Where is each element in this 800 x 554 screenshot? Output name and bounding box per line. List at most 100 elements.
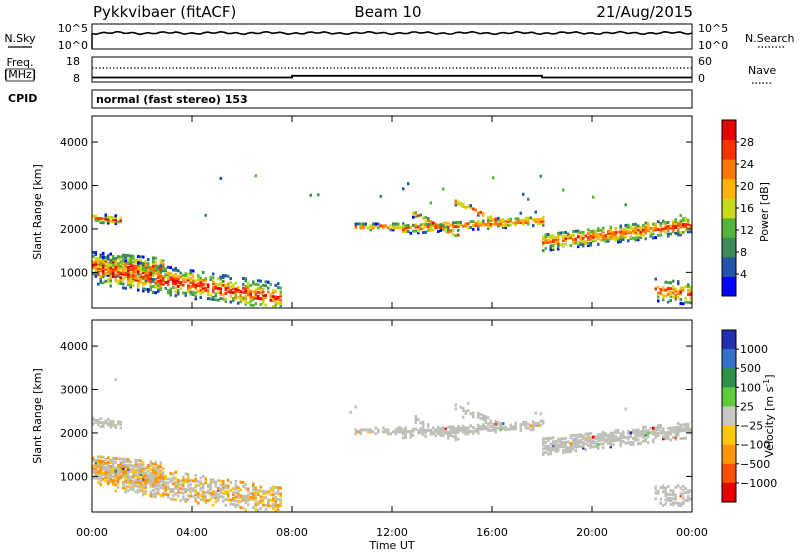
- power-ylabel: Slant Range [km]: [31, 164, 44, 260]
- scatter-cell: [384, 428, 387, 432]
- scatter-cell: [169, 293, 172, 297]
- scatter-cell: [254, 282, 257, 286]
- scatter-cell: [614, 230, 617, 234]
- scatter-cell: [487, 416, 490, 420]
- scatter-cell: [687, 430, 690, 434]
- scatter-cell: [112, 218, 115, 222]
- scatter-cell: [212, 286, 215, 290]
- scatter-cell: [542, 447, 545, 451]
- scatter-cell: [527, 426, 530, 430]
- scatter-cell: [454, 434, 457, 438]
- scatter-cell: [234, 293, 237, 297]
- scatter-cell: [124, 459, 127, 463]
- scatter-cell: [679, 502, 682, 506]
- scatter-cell: [219, 289, 222, 293]
- scatter-cell: [539, 419, 542, 423]
- scatter-cell: [209, 293, 212, 297]
- scatter-cell: [127, 467, 130, 471]
- scatter-cell: [499, 219, 502, 223]
- scatter-cell: [472, 426, 475, 430]
- scatter-cell: [439, 427, 442, 431]
- scatter-cell: [619, 234, 622, 238]
- scatter-cell: [184, 489, 187, 493]
- scatter-cell: [152, 266, 155, 270]
- scatter-cell: [482, 427, 485, 431]
- scatter-cell: [244, 285, 247, 289]
- scatter-cell: [194, 473, 197, 477]
- scatter-cell: [112, 273, 115, 277]
- scatter-cell: [572, 439, 575, 443]
- scatter-cell: [677, 429, 680, 433]
- scatter-cell: [529, 428, 532, 432]
- scatter-cell: [414, 229, 417, 233]
- scatter-cell: [649, 234, 652, 238]
- scatter-cell: [162, 265, 165, 269]
- scatter-cell: [477, 423, 480, 427]
- scatter-cell: [239, 480, 242, 484]
- scatter-cell: [184, 499, 187, 503]
- scatter-cell: [109, 425, 112, 429]
- scatter-cell: [472, 220, 475, 224]
- scatter-cell: [137, 284, 140, 288]
- scatter-cell: [219, 277, 222, 281]
- scatter-cell: [227, 490, 230, 494]
- scatter-cell: [499, 224, 502, 228]
- scatter-cell: [164, 492, 167, 496]
- scatter-cell: [199, 486, 202, 490]
- scatter-cell: [272, 485, 275, 489]
- scatter-cell: [137, 471, 140, 475]
- scatter-cell: [462, 426, 465, 430]
- scatter-cell: [207, 489, 210, 493]
- scatter-cell: [617, 436, 620, 440]
- scatter-cell: [124, 480, 127, 484]
- scatter-cell: [452, 425, 455, 429]
- scatter-cell: [244, 500, 247, 504]
- scatter-cell: [227, 290, 230, 294]
- nsky-panel: 10^5 10^0 10^5 10^0 N.Sky N.Search: [4, 22, 794, 52]
- scatter-cell: [477, 211, 480, 215]
- scatter-cell: [614, 436, 617, 440]
- scatter-cell: [602, 430, 605, 434]
- scatter-cell: [594, 229, 597, 233]
- scatter-cell: [199, 480, 202, 484]
- scatter-cell: [154, 279, 157, 283]
- scatter-cell: [237, 289, 240, 293]
- scatter-cell: [277, 295, 280, 299]
- scatter-cell: [689, 228, 692, 232]
- scatter-cell: [617, 238, 620, 242]
- scatter-cell: [679, 221, 682, 225]
- scatter-cell: [432, 221, 435, 225]
- scatter-cell: [684, 224, 687, 228]
- scatter-cell: [274, 283, 277, 287]
- scatter-cell: [122, 472, 125, 476]
- scatter-cell: [167, 277, 170, 281]
- scatter-cell: [132, 487, 135, 491]
- scatter-cell: [139, 489, 142, 493]
- scatter-cell: [107, 482, 110, 486]
- scatter-cell: [132, 266, 135, 270]
- scatter-cell: [127, 485, 130, 489]
- scatter-cell: [107, 280, 110, 284]
- scatter-cell: [254, 486, 257, 490]
- scatter-cell: [362, 222, 365, 226]
- scatter-cell: [644, 429, 647, 433]
- nave-ytick-bottom: 0: [698, 72, 705, 85]
- scatter-cell: [372, 224, 375, 228]
- scatter-cell: [377, 226, 380, 230]
- scatter-cell: [142, 467, 145, 471]
- scatter-cell: [99, 425, 102, 429]
- scatter-cell: [154, 271, 157, 275]
- scatter-cell: [129, 268, 132, 272]
- scatter-cell: [212, 276, 215, 280]
- scatter-cell: [682, 302, 685, 306]
- scatter-cell: [147, 268, 150, 272]
- scatter-cell: [127, 458, 130, 462]
- scatter-cell: [129, 464, 132, 468]
- scatter-cell: [147, 276, 150, 280]
- scatter-cell: [594, 437, 597, 441]
- scatter-cell: [204, 500, 207, 504]
- scatter-cell: [572, 437, 575, 441]
- scatter-cell: [244, 291, 247, 295]
- scatter-cell: [614, 434, 617, 438]
- scatter-cell: [114, 216, 117, 220]
